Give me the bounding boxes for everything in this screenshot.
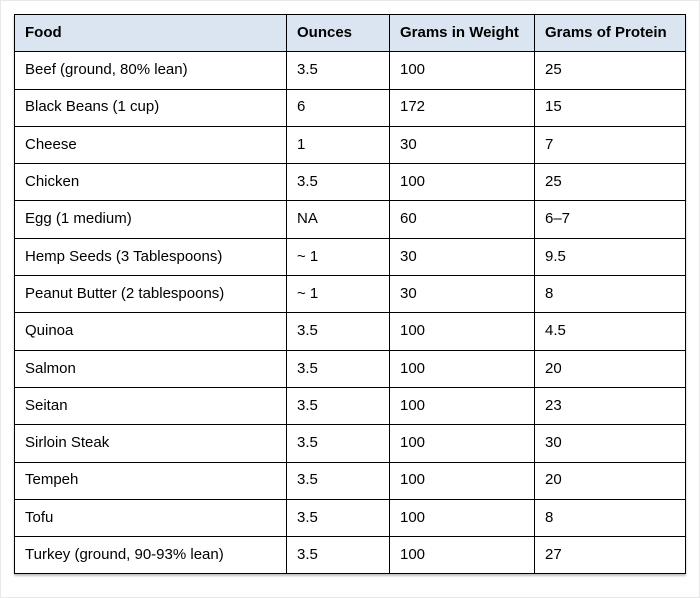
cell-grams-of-protein: 23: [534, 386, 686, 426]
cell-food: Seitan: [14, 386, 287, 426]
cell-grams-of-protein: 8: [534, 498, 686, 538]
header-row: Food Ounces Grams in Weight Grams of Pro…: [14, 13, 686, 53]
cell-ounces: 3.5: [286, 163, 390, 202]
cell-food: Egg (1 medium): [14, 200, 287, 239]
cell-grams-in-weight: 100: [389, 424, 535, 463]
cell-grams-in-weight: 30: [389, 275, 535, 314]
cell-ounces: 3.5: [286, 312, 390, 351]
cell-food: Tofu: [14, 498, 287, 538]
table-row: Tofu 3.5 100 8: [14, 498, 686, 538]
cell-grams-in-weight: 100: [389, 461, 535, 500]
cell-grams-in-weight: 100: [389, 386, 535, 426]
cell-grams-in-weight: 100: [389, 536, 535, 575]
cell-grams-of-protein: 25: [534, 163, 686, 202]
cell-ounces: NA: [286, 200, 390, 239]
column-header-ounces: Ounces: [286, 13, 390, 53]
table-row: Turkey (ground, 90-93% lean) 3.5 100 27: [14, 536, 686, 575]
cell-food: Hemp Seeds (3 Tablespoons): [14, 237, 287, 277]
table-row: Sirloin Steak 3.5 100 30: [14, 424, 686, 463]
cell-ounces: 3.5: [286, 498, 390, 538]
table-row: Salmon 3.5 100 20: [14, 349, 686, 388]
cell-food: Tempeh: [14, 461, 287, 500]
table-row: Seitan 3.5 100 23: [14, 386, 686, 426]
table-row: Chicken 3.5 100 25: [14, 163, 686, 202]
table-row: Peanut Butter (2 tablespoons) ~ 1 30 8: [14, 275, 686, 314]
protein-table: Food Ounces Grams in Weight Grams of Pro…: [14, 13, 686, 575]
cell-ounces: 1: [286, 125, 390, 165]
cell-food: Salmon: [14, 349, 287, 388]
cell-ounces: 3.5: [286, 386, 390, 426]
cell-ounces: ~ 1: [286, 275, 390, 314]
table-row: Beef (ground, 80% lean) 3.5 100 25: [14, 51, 686, 90]
cell-ounces: ~ 1: [286, 237, 390, 277]
table-row: Hemp Seeds (3 Tablespoons) ~ 1 30 9.5: [14, 237, 686, 277]
cell-grams-in-weight: 100: [389, 51, 535, 90]
cell-grams-in-weight: 100: [389, 498, 535, 538]
cell-food: Sirloin Steak: [14, 424, 287, 463]
cell-food: Chicken: [14, 163, 287, 202]
cell-food: Turkey (ground, 90-93% lean): [14, 536, 287, 575]
cell-grams-in-weight: 30: [389, 237, 535, 277]
cell-food: Cheese: [14, 125, 287, 165]
cell-grams-of-protein: 20: [534, 349, 686, 388]
table-row: Cheese 1 30 7: [14, 125, 686, 165]
cell-grams-in-weight: 100: [389, 349, 535, 388]
cell-grams-in-weight: 100: [389, 312, 535, 351]
cell-grams-of-protein: 6–7: [534, 200, 686, 239]
cell-food: Beef (ground, 80% lean): [14, 51, 287, 90]
cell-grams-in-weight: 30: [389, 125, 535, 165]
table-row: Tempeh 3.5 100 20: [14, 461, 686, 500]
cell-grams-in-weight: 100: [389, 163, 535, 202]
cell-ounces: 6: [286, 88, 390, 127]
cell-ounces: 3.5: [286, 461, 390, 500]
cell-grams-of-protein: 25: [534, 51, 686, 90]
cell-ounces: 3.5: [286, 349, 390, 388]
cell-grams-of-protein: 8: [534, 275, 686, 314]
cell-grams-in-weight: 172: [389, 88, 535, 127]
cell-grams-of-protein: 9.5: [534, 237, 686, 277]
cell-food: Black Beans (1 cup): [14, 88, 287, 127]
cell-food: Quinoa: [14, 312, 287, 351]
cell-food: Peanut Butter (2 tablespoons): [14, 275, 287, 314]
cell-grams-of-protein: 7: [534, 125, 686, 165]
cell-ounces: 3.5: [286, 51, 390, 90]
cell-grams-in-weight: 60: [389, 200, 535, 239]
table-row: Egg (1 medium) NA 60 6–7: [14, 200, 686, 239]
column-header-food: Food: [14, 13, 287, 53]
table-row: Black Beans (1 cup) 6 172 15: [14, 88, 686, 127]
cell-ounces: 3.5: [286, 536, 390, 575]
table-row: Quinoa 3.5 100 4.5: [14, 312, 686, 351]
cell-grams-of-protein: 20: [534, 461, 686, 500]
cell-grams-of-protein: 15: [534, 88, 686, 127]
cell-grams-of-protein: 30: [534, 424, 686, 463]
cell-ounces: 3.5: [286, 424, 390, 463]
cell-grams-of-protein: 27: [534, 536, 686, 575]
column-header-grams-in-weight: Grams in Weight: [389, 13, 535, 53]
column-header-grams-of-protein: Grams of Protein: [534, 13, 686, 53]
cell-grams-of-protein: 4.5: [534, 312, 686, 351]
